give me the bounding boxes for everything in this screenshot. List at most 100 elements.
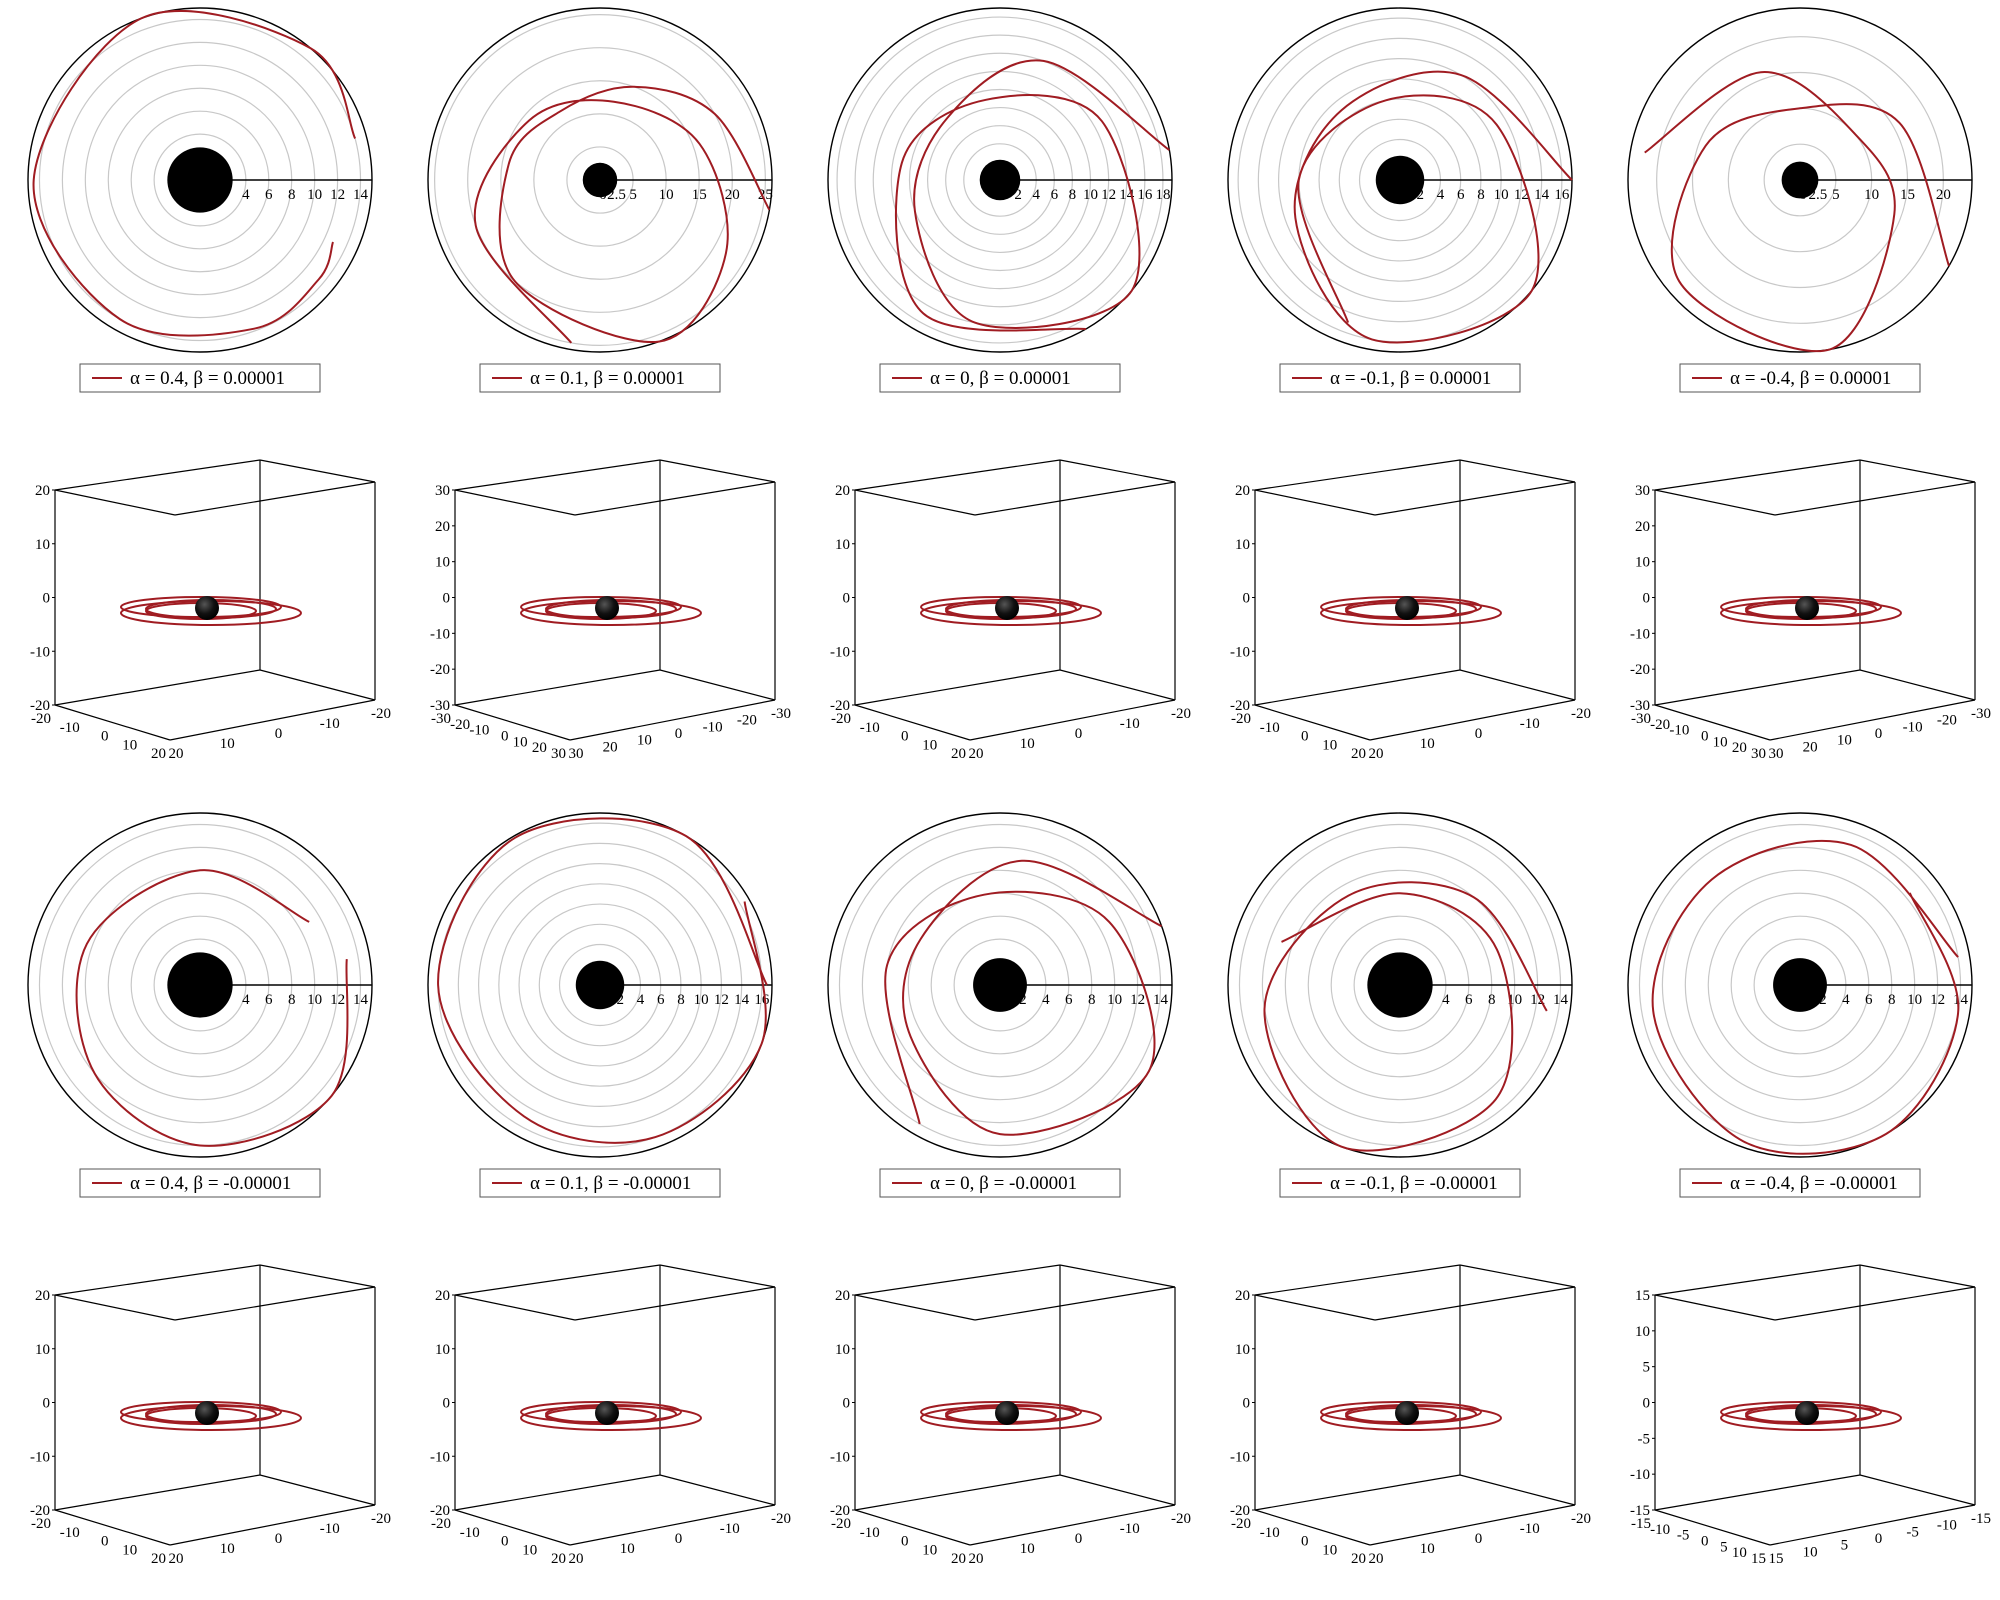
- x-tick-label: 0: [675, 1531, 683, 1547]
- black-hole: [582, 162, 618, 198]
- polar-tick-label: 16: [1137, 187, 1153, 203]
- polar-tick-label: 14: [734, 992, 750, 1008]
- cube-edge: [1654, 1294, 1776, 1321]
- cube-edge: [1254, 489, 1376, 516]
- polar-tick-label: 18: [1155, 187, 1170, 203]
- legend-label: α = 0.1, β = -0.00001: [530, 1173, 691, 1194]
- x-tick-label: -10: [1120, 716, 1140, 732]
- cube-edge: [659, 1474, 776, 1506]
- x-tick-label: -10: [1937, 1518, 1957, 1534]
- x-tick-label: -20: [1171, 706, 1191, 722]
- polar-tick-label: 15: [1900, 187, 1915, 203]
- legend-label: α = 0.1, β = 0.00001: [530, 368, 685, 389]
- polar-tick-label: 4: [1042, 992, 1050, 1008]
- orbit-trajectory: [1263, 881, 1548, 1152]
- polar-tick-label: 25: [758, 187, 773, 203]
- z-tick-label: -10: [430, 626, 450, 642]
- z-tick-label: -10: [1630, 626, 1650, 642]
- polar-tick-label: 2: [1019, 992, 1027, 1008]
- y-tick-label: 0: [901, 729, 909, 745]
- z-tick-label: 10: [835, 537, 850, 553]
- polar-tick-label: 16: [754, 992, 770, 1008]
- y-tick-label: 0: [1301, 1534, 1309, 1550]
- y-tick-label: -30: [431, 711, 451, 727]
- x-tick-label: -30: [1971, 706, 1991, 722]
- x-tick-label: 30: [569, 746, 584, 762]
- y-tick-label: 20: [551, 1551, 566, 1567]
- z-tick-label: -20: [30, 698, 50, 714]
- cube-edge: [854, 489, 976, 516]
- cube-edge: [454, 1264, 661, 1296]
- cube-edge: [659, 669, 776, 701]
- x-tick-label: 0: [1075, 726, 1083, 742]
- cube-edge: [454, 489, 576, 516]
- x-tick-label: 15: [1769, 1551, 1784, 1567]
- y-tick-label: -10: [60, 720, 80, 736]
- black-hole: [1367, 952, 1433, 1018]
- legend-label: α = 0, β = -0.00001: [930, 1173, 1077, 1194]
- polar-tick-label: 10: [1907, 992, 1922, 1008]
- cube-edge: [259, 1474, 376, 1506]
- x-tick-label: 20: [1369, 1551, 1384, 1567]
- cube-edge: [54, 1264, 261, 1296]
- cube-edge: [259, 459, 376, 483]
- y-tick-label: 30: [1751, 746, 1766, 762]
- x-tick-label: -10: [703, 719, 723, 735]
- z-tick-label: -10: [30, 1449, 50, 1465]
- x-tick-label: 10: [1837, 733, 1852, 749]
- black-hole-sphere: [1395, 1401, 1419, 1425]
- cube-edge: [1654, 1474, 1861, 1511]
- orbit-trajectory: [473, 85, 771, 344]
- z-tick-label: -30: [1630, 698, 1650, 714]
- polar-tick-label: 12: [330, 187, 345, 203]
- x-tick-label: 5: [1841, 1538, 1849, 1554]
- y-tick-label: 0: [501, 1534, 509, 1550]
- z-tick-label: 20: [1635, 519, 1650, 535]
- x-tick-label: 0: [275, 1531, 283, 1547]
- y-tick-label: -10: [1260, 1525, 1280, 1541]
- y-tick-label: 5: [1720, 1539, 1728, 1555]
- cube-edge: [854, 1474, 1061, 1511]
- z-tick-label: 0: [443, 1396, 451, 1412]
- y-tick-label: -10: [1650, 1522, 1670, 1538]
- z-tick-label: 0: [1243, 591, 1251, 607]
- y-tick-label: 20: [951, 1551, 966, 1567]
- cube-edge: [1654, 489, 1776, 516]
- y-tick-label: -30: [1631, 711, 1651, 727]
- orbit-trajectory: [1644, 71, 1950, 352]
- polar-tick-label: 20: [725, 187, 740, 203]
- x-tick-label: -20: [371, 706, 391, 722]
- orbit-trajectory: [437, 817, 768, 1144]
- black-hole-sphere: [595, 1401, 619, 1425]
- cube-edge: [1369, 699, 1576, 741]
- cube-edge: [854, 669, 1061, 706]
- y-tick-label: -20: [1231, 1516, 1251, 1532]
- x-tick-label: -20: [1571, 706, 1591, 722]
- z-tick-label: 15: [1635, 1288, 1650, 1304]
- black-hole-sphere: [1395, 596, 1419, 620]
- z-tick-label: -10: [30, 644, 50, 660]
- y-tick-label: 10: [122, 1542, 137, 1558]
- y-tick-label: 20: [1732, 740, 1747, 756]
- cube-edge: [1254, 1264, 1461, 1296]
- polar-tick-label: 10: [1864, 187, 1879, 203]
- cube-edge: [1374, 481, 1576, 516]
- legend-box: [1679, 363, 1921, 393]
- polar-tick-label: 6: [1457, 187, 1465, 203]
- x-tick-label: 20: [569, 1551, 584, 1567]
- cube-edge: [854, 1509, 971, 1546]
- cube-edge: [1459, 669, 1576, 701]
- cube-edge: [974, 1286, 1176, 1321]
- polar-tick-label: 14: [353, 992, 369, 1008]
- y-tick-label: -10: [1669, 723, 1689, 739]
- x-tick-label: 20: [969, 1551, 984, 1567]
- y-tick-label: 15: [1751, 1551, 1766, 1567]
- y-tick-label: 0: [1301, 729, 1309, 745]
- x-tick-label: 20: [969, 746, 984, 762]
- z-tick-label: 0: [43, 591, 51, 607]
- z-tick-label: 10: [1635, 1324, 1650, 1340]
- y-tick-label: -20: [431, 1516, 451, 1532]
- y-tick-label: 10: [522, 1542, 537, 1558]
